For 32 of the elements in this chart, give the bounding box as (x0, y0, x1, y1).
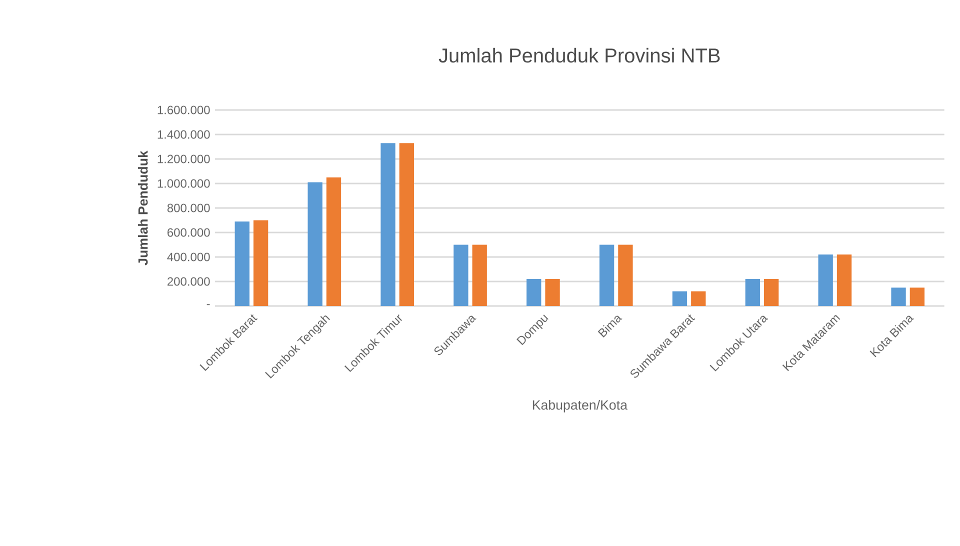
bar (545, 279, 560, 306)
y-tick-label: 1.600.000 (158, 106, 210, 114)
bar (234, 221, 250, 306)
bar (399, 143, 414, 306)
bar (253, 220, 268, 306)
y-tick-label: 800.000 (167, 204, 210, 212)
y-tick-label: 1.400.000 (158, 130, 210, 139)
y-tick-label: 200.000 (168, 277, 210, 286)
bar (599, 244, 614, 306)
bar (672, 291, 688, 306)
bar (745, 279, 760, 306)
bar (891, 288, 906, 306)
bar (526, 279, 542, 306)
bar (380, 143, 396, 306)
y-tick-label: 1.200.000 (158, 154, 210, 164)
bar (472, 244, 487, 306)
bar (818, 254, 833, 306)
bar (910, 288, 925, 306)
bar (764, 279, 779, 306)
y-tick-label: 1.000.000 (158, 179, 210, 188)
bar (618, 244, 633, 306)
y-tick-label: - (206, 304, 210, 306)
y-tick-label: 400.000 (167, 252, 210, 262)
x-axis-title: Kabupaten/Kota (532, 400, 628, 412)
bar (836, 254, 852, 306)
y-tick-label: 600.000 (168, 228, 210, 237)
bar (691, 291, 706, 306)
bar (326, 177, 342, 306)
chart-title: Jumlah Penduduk Provinsi NTB (438, 48, 720, 63)
bar (308, 182, 322, 306)
y-axis-title: Jumlah Penduduk (138, 150, 148, 266)
bar (454, 244, 468, 306)
